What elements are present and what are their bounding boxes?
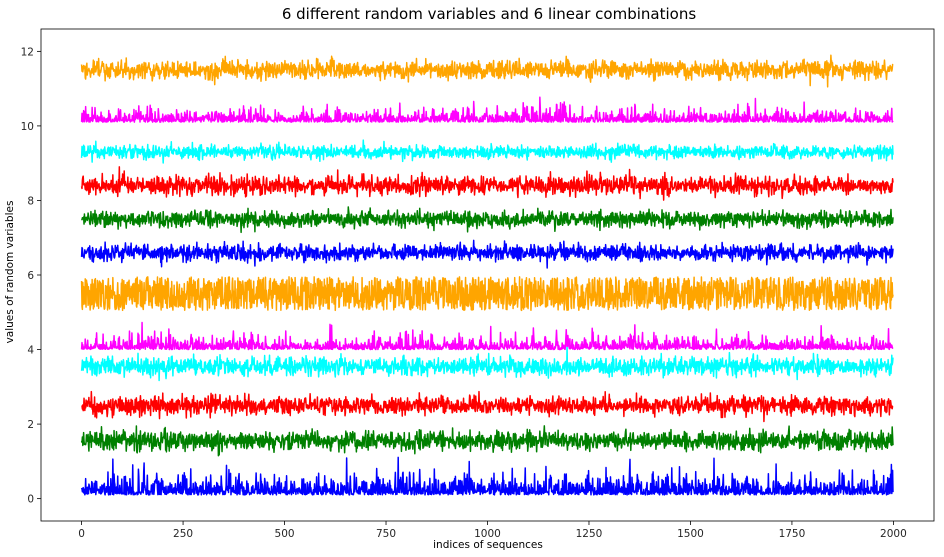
series-line-6 [80, 276, 894, 312]
x-tick-label: 1750 [779, 528, 806, 540]
x-tick-label: 1500 [677, 528, 704, 540]
y-tick-label: 8 [27, 195, 34, 207]
y-tick-label: 6 [27, 270, 34, 282]
series-line-5 [80, 321, 894, 351]
x-tick-label: 1000 [474, 528, 501, 540]
x-tick-label: 750 [376, 528, 396, 540]
x-tick-label: 2000 [880, 528, 907, 540]
series-line-3 [81, 390, 894, 423]
x-axis-ticks: 0 250 500 750 1000 1250 1500 1750 2000 [78, 521, 907, 540]
series-line-1 [80, 456, 894, 496]
x-tick-label: 0 [78, 528, 85, 540]
series-layer [80, 54, 894, 496]
x-tick-label: 500 [275, 528, 295, 540]
y-axis-ticks: 0 2 4 6 8 10 12 [21, 46, 41, 506]
x-tick-label: 1250 [576, 528, 603, 540]
x-axis-label: indices of sequences [433, 539, 543, 551]
series-line-8 [80, 206, 894, 234]
series-line-11 [80, 96, 894, 123]
chart-title: 6 different random variables and 6 linea… [282, 5, 696, 23]
y-tick-label: 2 [27, 419, 34, 431]
series-line-12 [80, 54, 894, 88]
y-tick-label: 0 [27, 494, 34, 506]
series-line-2 [80, 425, 894, 457]
x-tick-label: 250 [173, 528, 193, 540]
series-line-10 [80, 139, 894, 164]
y-axis-label: values of random variables [4, 201, 16, 344]
series-line-4 [80, 345, 894, 382]
series-line-9 [80, 166, 894, 201]
series-line-7 [80, 239, 894, 269]
y-tick-label: 10 [21, 121, 34, 133]
y-tick-label: 12 [21, 46, 34, 58]
y-tick-label: 4 [27, 345, 34, 357]
